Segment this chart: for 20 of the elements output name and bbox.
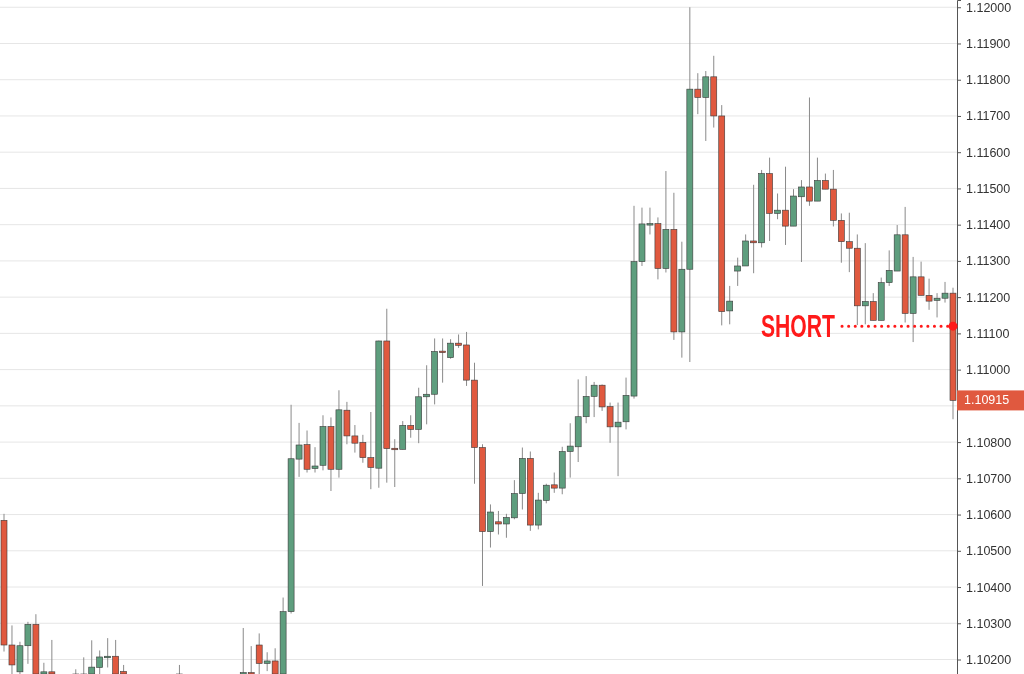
- y-tick-label: 1.11200: [966, 290, 1011, 305]
- y-tick-label: 1.10700: [966, 471, 1012, 486]
- y-tick-label: 1.11800: [966, 73, 1011, 88]
- y-tick-label: 1.10200: [966, 653, 1012, 668]
- y-tick-label: 1.11100: [966, 326, 1010, 341]
- y-tick-label: 1.11600: [966, 145, 1011, 160]
- y-tick-label: 1.11400: [966, 218, 1011, 233]
- y-tick-label: 1.11300: [966, 254, 1011, 269]
- y-tick-label: 1.10600: [966, 508, 1012, 523]
- y-tick-label: 1.10500: [966, 544, 1012, 559]
- y-tick-label: 1.12000: [966, 0, 1012, 15]
- y-tick-label: 1.10300: [966, 616, 1012, 631]
- price-tag: 1.10915: [957, 390, 1024, 411]
- y-tick-label: 1.11900: [966, 36, 1011, 51]
- y-tick-label: 1.11700: [966, 109, 1011, 124]
- y-tick-label: 1.10800: [966, 435, 1012, 450]
- ref-line-label: SHORT: [761, 308, 873, 345]
- y-tick-label: 1.10400: [966, 580, 1012, 595]
- y-tick-label: 1.11000: [966, 363, 1011, 378]
- y-tick-label: 1.11500: [966, 181, 1011, 196]
